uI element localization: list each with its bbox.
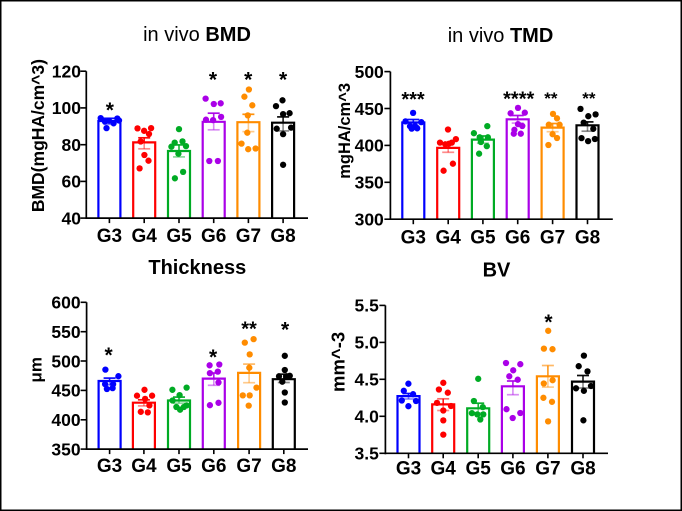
svg-text:G8: G8 xyxy=(270,226,295,247)
svg-text:BV: BV xyxy=(483,260,511,282)
svg-text:450: 450 xyxy=(51,381,80,401)
svg-text:μm: μm xyxy=(26,357,45,383)
svg-text:G4: G4 xyxy=(131,456,157,477)
svg-text:G6: G6 xyxy=(201,226,226,247)
svg-text:4.0: 4.0 xyxy=(354,407,379,427)
svg-text:G8: G8 xyxy=(575,227,600,248)
svg-text:450: 450 xyxy=(355,99,384,119)
svg-text:600: 600 xyxy=(51,293,80,313)
svg-text:*: * xyxy=(281,318,290,341)
svg-text:G3: G3 xyxy=(396,459,421,480)
svg-text:*: * xyxy=(279,69,288,92)
svg-text:**: ** xyxy=(544,89,558,108)
svg-text:***: *** xyxy=(401,89,425,111)
svg-text:G6: G6 xyxy=(500,459,525,480)
svg-text:G6: G6 xyxy=(505,227,530,248)
svg-text:*: * xyxy=(544,311,553,334)
svg-text:G5: G5 xyxy=(470,227,496,248)
svg-text:*: * xyxy=(244,69,253,92)
svg-text:****: **** xyxy=(503,89,534,111)
svg-text:300: 300 xyxy=(355,210,384,230)
svg-text:G7: G7 xyxy=(540,227,565,248)
svg-text:in vivo BMD: in vivo BMD xyxy=(143,24,251,46)
svg-text:*: * xyxy=(105,344,114,367)
svg-text:80: 80 xyxy=(62,135,82,155)
svg-text:G5: G5 xyxy=(466,459,492,480)
svg-text:G4: G4 xyxy=(132,226,158,247)
svg-text:400: 400 xyxy=(51,410,80,430)
svg-text:G7: G7 xyxy=(236,226,261,247)
svg-text:G4: G4 xyxy=(436,227,462,248)
svg-text:3.5: 3.5 xyxy=(354,444,379,464)
svg-text:G7: G7 xyxy=(236,456,261,477)
svg-text:60: 60 xyxy=(62,172,82,192)
svg-text:500: 500 xyxy=(355,62,384,82)
svg-text:G7: G7 xyxy=(535,459,560,480)
svg-text:G6: G6 xyxy=(201,456,226,477)
svg-text:G4: G4 xyxy=(431,459,457,480)
svg-text:5.0: 5.0 xyxy=(354,333,379,353)
svg-text:4.5: 4.5 xyxy=(354,370,379,390)
svg-text:G5: G5 xyxy=(166,226,192,247)
svg-text:350: 350 xyxy=(51,439,80,459)
svg-text:5.5: 5.5 xyxy=(354,296,379,316)
svg-text:**: ** xyxy=(241,318,257,340)
svg-text:*: * xyxy=(209,69,218,92)
svg-text:G3: G3 xyxy=(401,227,426,248)
svg-text:BMD(mgHA/cm^3): BMD(mgHA/cm^3) xyxy=(28,59,48,212)
svg-text:G3: G3 xyxy=(97,226,122,247)
svg-text:*: * xyxy=(106,99,115,122)
svg-text:550: 550 xyxy=(51,322,80,342)
svg-text:400: 400 xyxy=(355,136,384,156)
svg-text:G5: G5 xyxy=(166,456,192,477)
svg-text:in vivo TMD: in vivo TMD xyxy=(448,25,554,47)
svg-text:mm^-3: mm^-3 xyxy=(327,332,348,392)
svg-text:mgHA/cm^3: mgHA/cm^3 xyxy=(336,83,354,179)
svg-text:Thickness: Thickness xyxy=(148,257,246,279)
svg-text:**: ** xyxy=(582,89,596,108)
svg-text:500: 500 xyxy=(51,351,80,371)
svg-text:G3: G3 xyxy=(97,456,122,477)
svg-text:G8: G8 xyxy=(570,459,595,480)
svg-text:350: 350 xyxy=(355,173,384,193)
svg-text:40: 40 xyxy=(62,208,82,228)
svg-text:120: 120 xyxy=(52,62,81,82)
svg-text:G8: G8 xyxy=(271,456,296,477)
svg-text:*: * xyxy=(209,346,218,369)
svg-text:100: 100 xyxy=(52,98,81,118)
